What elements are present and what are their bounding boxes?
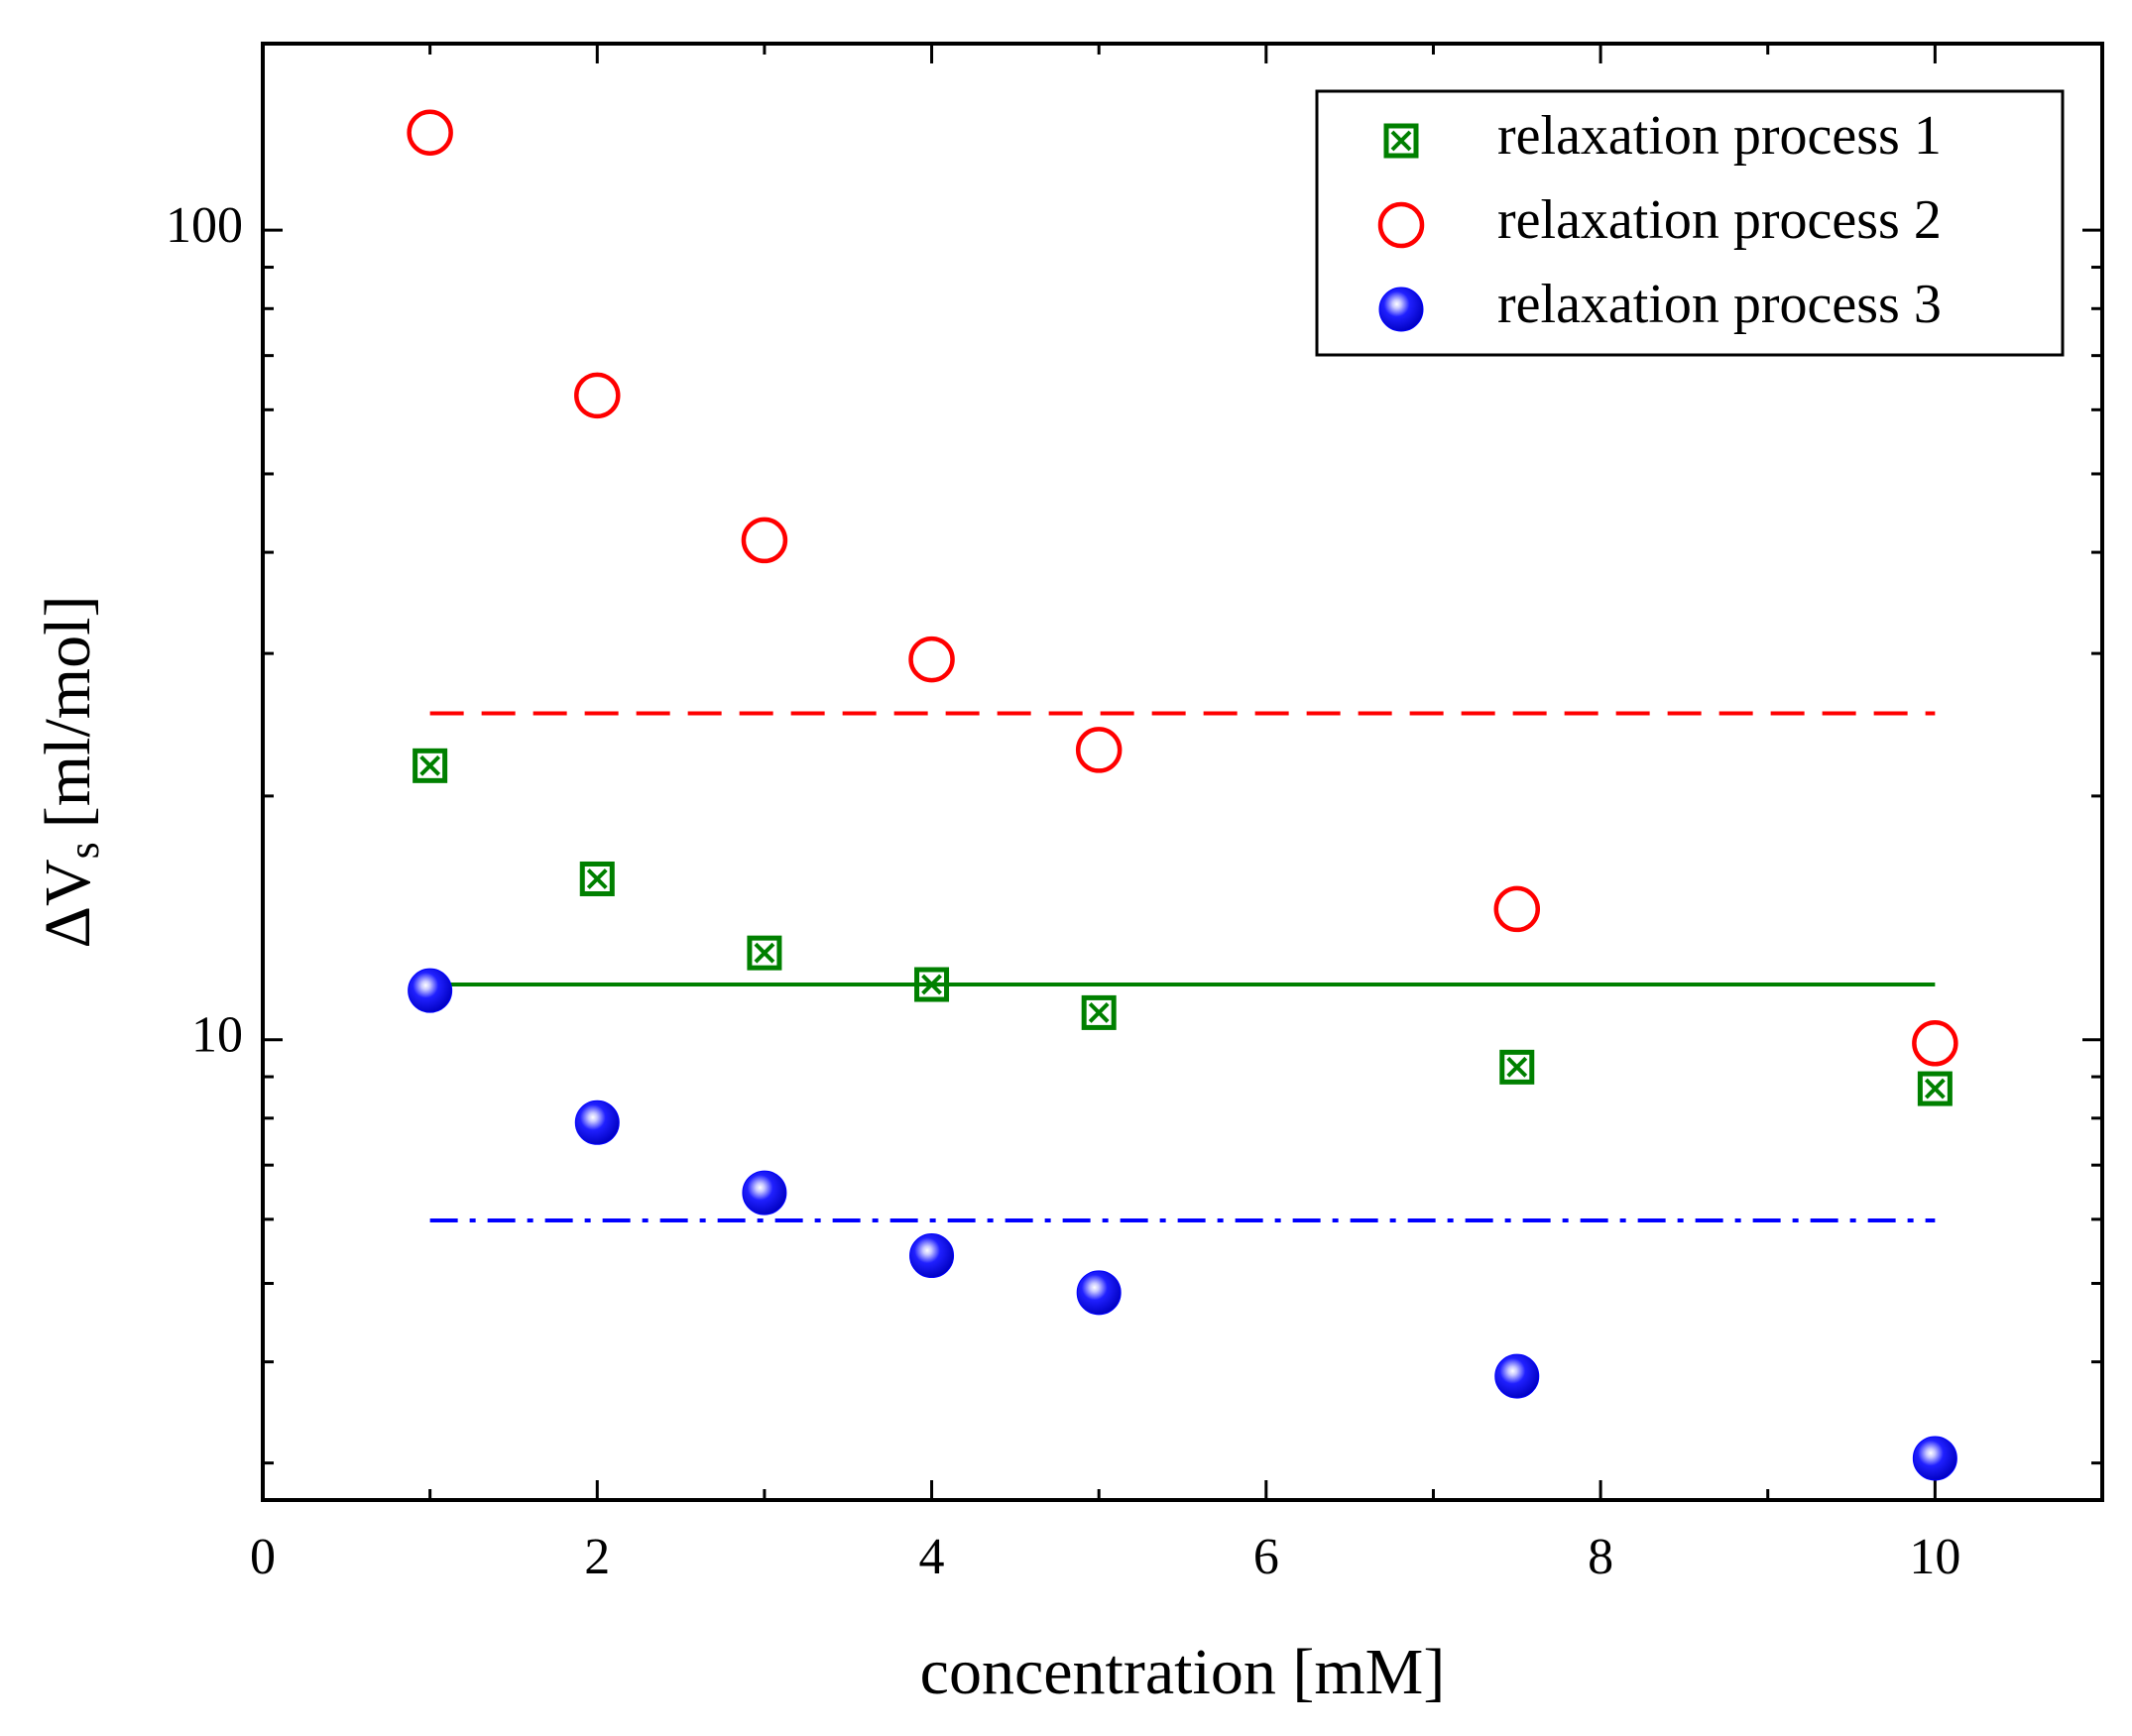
marker-cross: [586, 868, 608, 889]
marker: [1383, 123, 1419, 159]
y-tick-label: 100: [166, 197, 243, 254]
marker: [574, 1099, 620, 1145]
plot-frame: [261, 42, 2104, 1502]
x-tick-label: 0: [250, 1529, 276, 1585]
marker: [1378, 287, 1424, 332]
x-tick-label: 2: [584, 1529, 610, 1585]
marker: [908, 636, 955, 683]
marker-cross: [754, 942, 775, 964]
marker-cross: [921, 974, 942, 995]
marker: [742, 1170, 787, 1215]
marker: [1377, 201, 1425, 249]
marker: [909, 1233, 955, 1279]
marker: [1493, 885, 1541, 933]
marker-box: [579, 861, 615, 896]
y-axis-label: ΔVs [ml/mol]: [32, 596, 108, 949]
marker-cross: [1924, 1078, 1946, 1099]
marker: [1499, 1049, 1535, 1085]
marker: [407, 109, 453, 156]
x-tick-label: 10: [1909, 1529, 1960, 1585]
x-tick-label: 8: [1588, 1529, 1613, 1585]
marker-cross: [419, 754, 441, 776]
marker: [1075, 727, 1123, 773]
marker-box: [413, 748, 448, 783]
marker: [741, 517, 788, 564]
marker-box: [747, 935, 782, 971]
y-tick-label: 10: [191, 1007, 243, 1064]
x-axis-label: concentration [mM]: [920, 1636, 1446, 1708]
marker: [579, 861, 615, 896]
legend-label: relaxation process 2: [1497, 189, 1942, 251]
marker: [1076, 1270, 1122, 1316]
marker-box: [1499, 1049, 1535, 1085]
marker: [1917, 1071, 1953, 1106]
y-axis-label-main: ΔV: [32, 859, 104, 948]
legend-label: relaxation process 3: [1497, 274, 1942, 335]
marker-box: [1081, 994, 1117, 1030]
marker: [413, 748, 448, 783]
marker-cross: [1088, 1001, 1110, 1023]
x-tick-label: 6: [1253, 1529, 1279, 1585]
y-axis-label-sub: s: [59, 842, 108, 859]
marker-cross: [1390, 130, 1412, 152]
marker-box: [1917, 1071, 1953, 1106]
marker-box: [1383, 123, 1419, 159]
marker: [1912, 1020, 1958, 1067]
marker: [408, 968, 453, 1013]
x-tick-label: 4: [919, 1529, 945, 1585]
marker-cross: [1506, 1056, 1528, 1078]
y-axis-label-unit: [ml/mol]: [32, 596, 104, 829]
marker-box: [914, 967, 950, 1002]
marker: [574, 372, 621, 419]
marker: [1912, 1436, 1957, 1481]
marker: [914, 967, 950, 1002]
legend-box: [1315, 89, 2065, 357]
marker: [1494, 1353, 1540, 1399]
marker: [747, 935, 782, 971]
legend-label: relaxation process 1: [1497, 105, 1942, 167]
marker: [1081, 994, 1117, 1030]
